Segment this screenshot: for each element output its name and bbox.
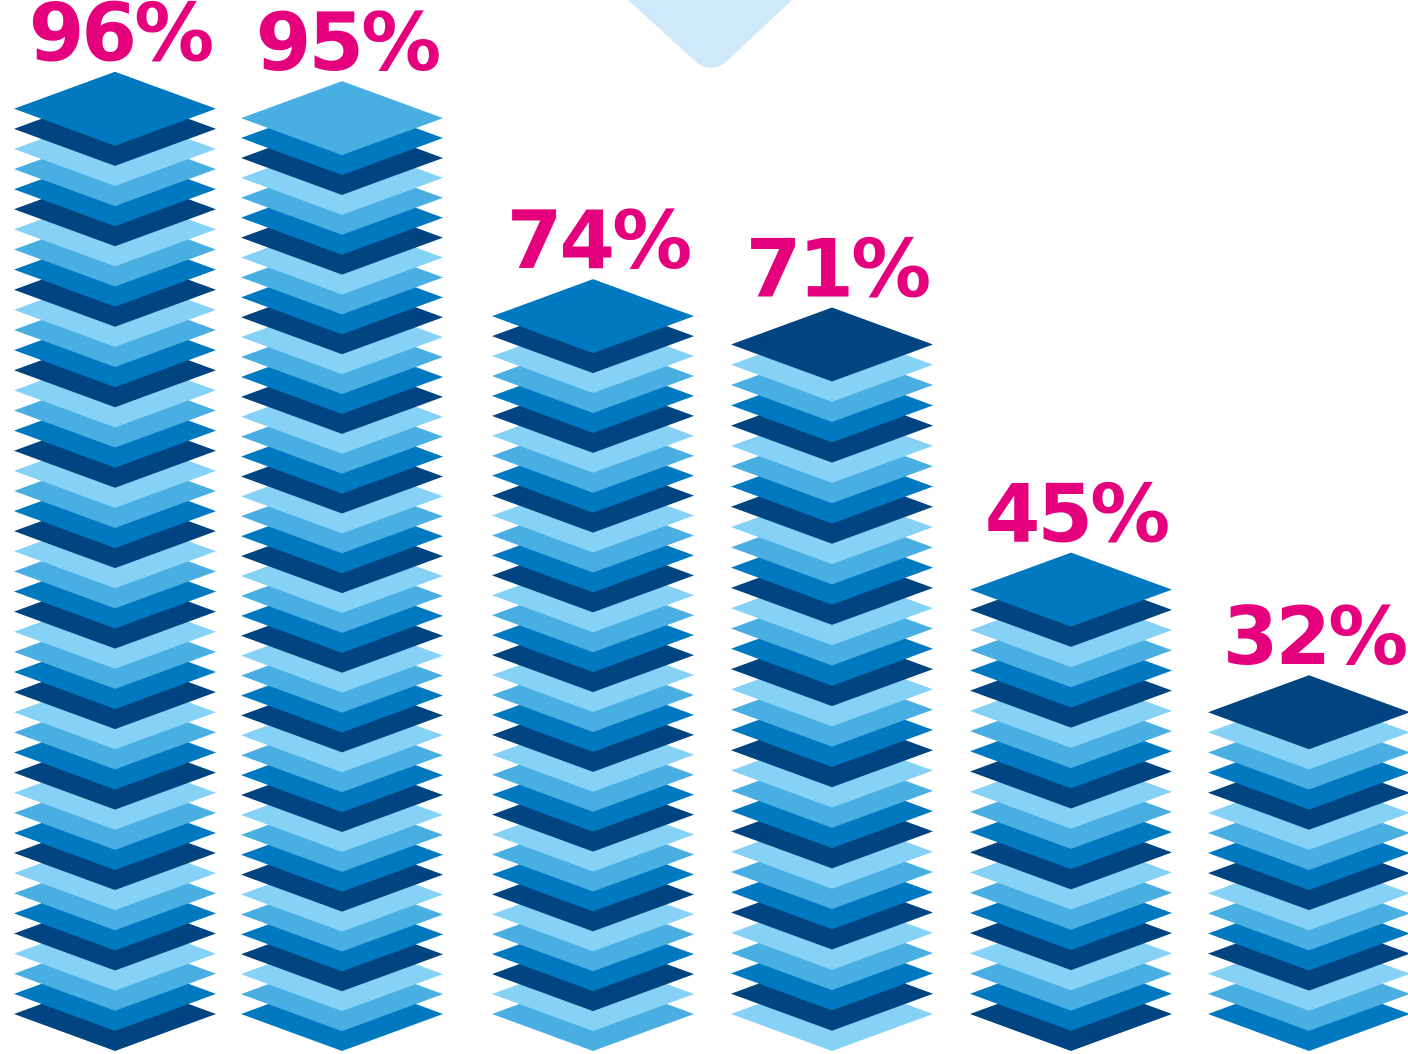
bar-layer — [14, 71, 216, 146]
bar-stacks — [14, 71, 1408, 1051]
value-label: 74% — [507, 194, 690, 287]
top-pointer-marker — [628, 0, 792, 68]
bar-stack — [241, 81, 443, 1051]
value-label: 71% — [746, 222, 929, 315]
value-labels: 96% 95% 74% 71% 45% 32% — [29, 0, 1408, 683]
bar-layer — [731, 307, 933, 382]
bar-stack — [970, 552, 1172, 1051]
value-label: 96% — [29, 0, 212, 80]
value-label: 32% — [1223, 590, 1406, 683]
bar-layer — [492, 279, 694, 354]
bar-layer — [1208, 675, 1408, 750]
bar-layer — [241, 81, 443, 156]
value-label: 45% — [985, 468, 1168, 561]
bar-stack — [492, 279, 694, 1051]
bar-stack — [731, 307, 933, 1051]
value-label: 95% — [256, 0, 439, 89]
bar-stack — [1208, 675, 1408, 1051]
bar-layer — [970, 552, 1172, 627]
bar-stack — [14, 71, 216, 1051]
